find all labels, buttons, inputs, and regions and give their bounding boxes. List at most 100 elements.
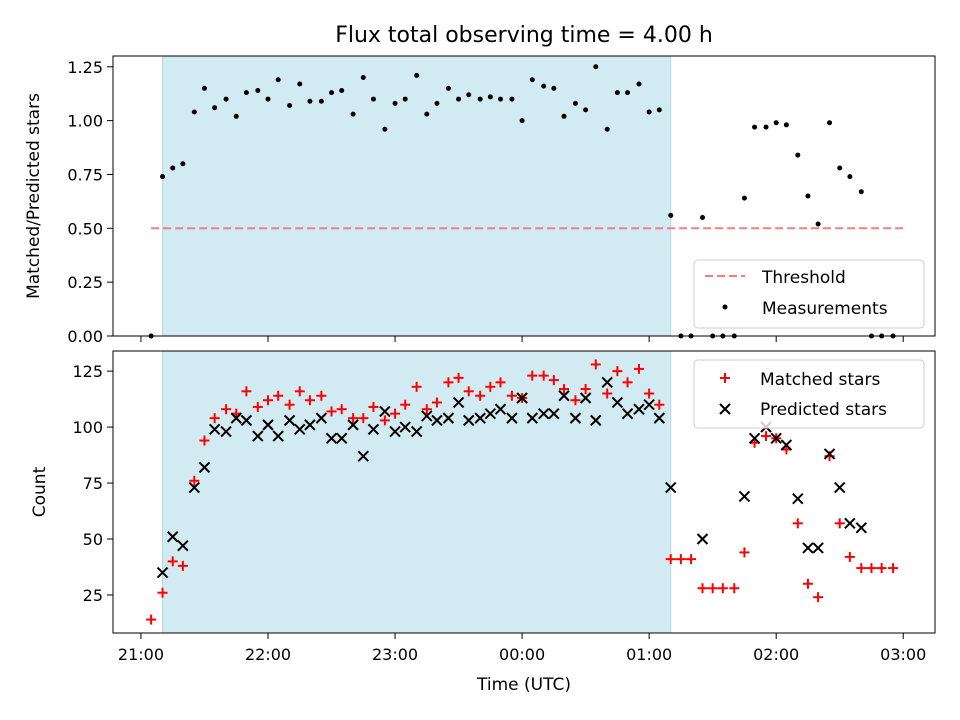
matched-star-point bbox=[739, 547, 750, 558]
legend-measurements-swatch bbox=[722, 304, 728, 310]
measurement-point bbox=[350, 111, 356, 117]
matched-star-point bbox=[146, 614, 157, 625]
predicted-star-point bbox=[611, 396, 624, 409]
top-legend-box bbox=[693, 259, 925, 329]
predicted-star-point bbox=[590, 414, 602, 427]
measurement-point bbox=[233, 113, 239, 119]
y-tick-label: 0.50 bbox=[67, 219, 103, 238]
matched-star-point bbox=[400, 399, 411, 410]
measurement-point bbox=[805, 193, 811, 199]
matched-star-point bbox=[262, 395, 273, 406]
predicted-star-point bbox=[442, 412, 455, 424]
top-legend: Threshold Measurements bbox=[693, 259, 925, 329]
measurement-point bbox=[827, 120, 833, 126]
matched-star-point bbox=[294, 386, 305, 397]
legend-x-marker bbox=[719, 403, 731, 415]
measurement-point bbox=[180, 161, 186, 167]
matched-star-point bbox=[475, 390, 486, 401]
predicted-star-point bbox=[188, 481, 201, 494]
matched-star-point bbox=[602, 388, 613, 399]
predicted-star-point bbox=[463, 414, 475, 427]
predicted-star-point bbox=[389, 425, 401, 438]
predicted-star-point bbox=[262, 419, 274, 431]
predicted-star-point bbox=[240, 414, 253, 427]
measurement-point bbox=[572, 100, 578, 106]
predicted-star-point bbox=[198, 461, 211, 474]
predicted-star-point bbox=[537, 407, 550, 420]
bottom-legend: Matched stars Predicted stars bbox=[693, 359, 925, 429]
matched-star-point bbox=[348, 413, 359, 424]
predicted-star-point bbox=[643, 399, 655, 411]
matched-star-point bbox=[443, 377, 454, 388]
matched-star-point bbox=[633, 363, 644, 374]
predicted-star-point bbox=[325, 432, 338, 444]
x-axis-label: Time (UTC) bbox=[476, 675, 571, 695]
predicted-star-point bbox=[834, 481, 846, 494]
measurement-point bbox=[223, 96, 229, 102]
y-tick-label: 0.25 bbox=[67, 273, 103, 292]
predicted-star-point bbox=[653, 412, 666, 424]
predicted-star-point bbox=[601, 376, 613, 389]
matched-star-point bbox=[654, 399, 665, 410]
matched-star-point bbox=[590, 359, 601, 370]
measurement-point bbox=[339, 87, 345, 93]
bottom-x-axis: 21:00 22:00 23:00 00:00 01:00 02:00 03:00 bbox=[118, 633, 926, 664]
measurement-point bbox=[815, 221, 821, 227]
predicted-star-point bbox=[633, 403, 645, 415]
legend-plus-marker bbox=[720, 373, 730, 383]
matched-star-point bbox=[876, 563, 887, 574]
measurement-point bbox=[201, 85, 207, 91]
bottom-observing-window bbox=[162, 350, 672, 634]
predicted-star-point bbox=[335, 432, 348, 444]
measurement-point bbox=[329, 90, 335, 96]
predicted-stars-series bbox=[156, 376, 868, 579]
matched-star-point bbox=[644, 388, 655, 399]
predicted-star-point bbox=[738, 490, 751, 503]
predicted-star-point bbox=[452, 396, 465, 409]
legend-threshold-label: Threshold bbox=[761, 268, 846, 288]
measurement-point bbox=[265, 96, 271, 102]
predicted-star-point bbox=[410, 425, 423, 438]
predicted-star-point bbox=[294, 423, 306, 436]
predicted-star-point bbox=[526, 412, 538, 424]
predicted-star-point bbox=[156, 566, 169, 579]
matched-star-point bbox=[888, 563, 899, 574]
measurement-point bbox=[275, 77, 281, 83]
matched-star-point bbox=[252, 401, 263, 412]
predicted-star-point bbox=[167, 531, 179, 543]
matched-star-point bbox=[463, 386, 474, 397]
measurement-point bbox=[583, 107, 589, 113]
legend-measurements-label: Measurements bbox=[762, 299, 888, 319]
y-tick-label: 1.00 bbox=[67, 112, 103, 131]
chart-title: Flux total observing time = 4.00 h bbox=[335, 23, 713, 48]
measurement-point bbox=[212, 105, 218, 111]
measurement-point bbox=[160, 174, 166, 180]
predicted-star-point bbox=[252, 430, 264, 442]
predicted-star-point bbox=[494, 403, 507, 415]
top-y-axis-label: Matched/Predicted stars bbox=[24, 93, 44, 299]
matched-star-point bbox=[336, 404, 347, 415]
predicted-star-point bbox=[208, 423, 221, 436]
matched-star-point bbox=[177, 560, 188, 571]
measurement-point bbox=[243, 90, 249, 96]
measurement-point bbox=[382, 126, 388, 132]
measurement-point bbox=[402, 96, 408, 102]
predicted-star-point bbox=[823, 448, 836, 460]
legend-predicted-swatch bbox=[719, 403, 731, 415]
matched-star-point bbox=[316, 390, 327, 401]
measurement-point bbox=[795, 152, 801, 158]
measurement-point bbox=[414, 72, 420, 78]
predicted-star-point bbox=[230, 412, 242, 424]
bottom-legend-box bbox=[693, 359, 925, 429]
predicted-star-point bbox=[579, 392, 592, 404]
matched-star-point bbox=[761, 431, 772, 442]
x-tick-label: 02:00 bbox=[753, 645, 799, 664]
measurement-point bbox=[763, 124, 769, 130]
measurement-point bbox=[287, 103, 293, 109]
x-tick-label: 21:00 bbox=[118, 645, 164, 664]
predicted-star-point bbox=[748, 432, 761, 444]
matched-star-point bbox=[390, 408, 401, 419]
measurement-point bbox=[170, 165, 176, 171]
x-tick-label: 00:00 bbox=[499, 645, 545, 664]
predicted-star-point bbox=[367, 423, 380, 436]
